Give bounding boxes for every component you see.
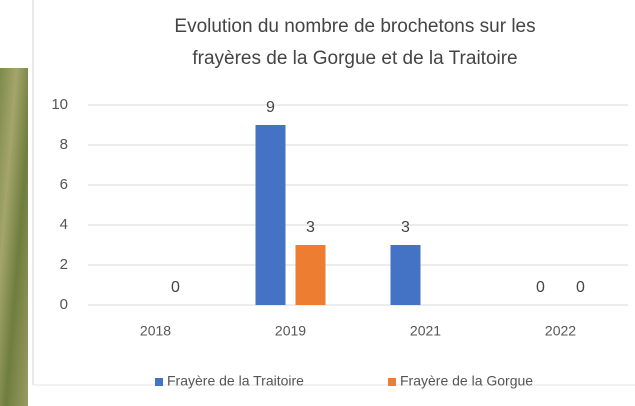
chart-title: Evolution du nombre de brochetons sur le… xyxy=(174,16,535,37)
data-label: 3 xyxy=(306,219,315,236)
legend-label: Frayère de la Traitoire xyxy=(167,373,304,389)
y-tick-label: 8 xyxy=(60,136,68,153)
legend-label: Frayère de la Gorgue xyxy=(400,373,533,389)
chart-title: frayères de la Gorgue et de la Traitoire xyxy=(192,48,517,69)
chart: Evolution du nombre de brochetons sur le… xyxy=(0,0,635,406)
y-tick-label: 0 xyxy=(60,296,68,313)
legend-swatch xyxy=(388,378,396,386)
bar xyxy=(296,245,326,305)
page: Evolution du nombre de brochetons sur le… xyxy=(0,0,635,406)
y-tick-label: 6 xyxy=(60,176,68,193)
bar xyxy=(391,245,421,305)
x-tick-label: 2022 xyxy=(545,323,576,339)
legend-swatch xyxy=(155,378,163,386)
data-label: 0 xyxy=(171,279,180,296)
data-label: 0 xyxy=(576,279,585,296)
x-tick-label: 2018 xyxy=(140,323,171,339)
photo-strip xyxy=(0,68,28,406)
data-label: 9 xyxy=(266,99,275,116)
data-label: 3 xyxy=(401,219,410,236)
y-tick-label: 4 xyxy=(60,216,68,233)
data-label: 0 xyxy=(536,279,545,296)
y-tick-label: 10 xyxy=(51,96,68,113)
bar xyxy=(256,125,286,305)
x-tick-label: 2021 xyxy=(410,323,441,339)
y-tick-label: 2 xyxy=(60,256,68,273)
x-tick-label: 2019 xyxy=(275,323,306,339)
